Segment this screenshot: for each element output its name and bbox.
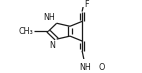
Text: NH: NH xyxy=(79,63,91,72)
Text: F: F xyxy=(84,0,89,9)
Text: NH: NH xyxy=(43,13,55,22)
Text: N: N xyxy=(49,41,55,50)
Text: O: O xyxy=(99,63,105,72)
Text: CH₃: CH₃ xyxy=(19,27,34,36)
